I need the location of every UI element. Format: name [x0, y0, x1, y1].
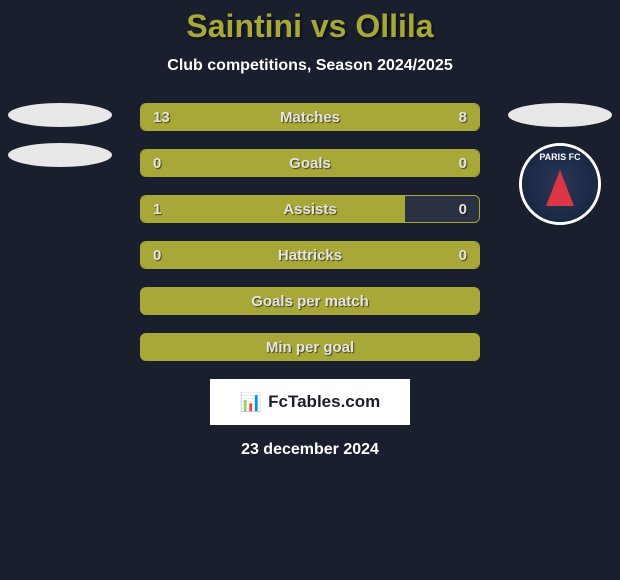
left-badge-1: [8, 103, 112, 127]
stat-row: 1 0 Assists: [140, 195, 480, 223]
stat-value-right: 0: [459, 155, 467, 172]
stat-value-left: 1: [153, 201, 161, 218]
stat-value-left: 13: [153, 109, 170, 126]
stat-row: 0 0 Goals: [140, 149, 480, 177]
page-title: Saintini vs Ollila: [186, 8, 433, 45]
stat-label: Matches: [280, 109, 340, 126]
left-badge-2: [8, 143, 112, 167]
watermark: 📊 FcTables.com: [210, 379, 410, 425]
stat-row: 13 8 Matches: [140, 103, 480, 131]
main-container: Saintini vs Ollila Club competitions, Se…: [0, 0, 620, 580]
stats-area: PARIS FC 13 8 Matches 0 0 Goals 1 0 Assists 0 0 Hat…: [0, 103, 620, 361]
stat-fill-right: [310, 150, 479, 176]
watermark-text: FcTables.com: [268, 392, 380, 412]
stat-label: Hattricks: [278, 247, 342, 264]
stat-fill-left: [141, 196, 405, 222]
stat-label: Goals per match: [251, 293, 369, 310]
right-club-badge: PARIS FC: [519, 143, 601, 225]
stat-label: Assists: [283, 201, 336, 218]
badge-text: PARIS FC: [539, 152, 580, 162]
left-badges: [8, 103, 112, 167]
stat-empty: [405, 196, 479, 222]
stat-value-right: 0: [459, 247, 467, 264]
stat-row: 0 0 Hattricks: [140, 241, 480, 269]
stat-value-left: 0: [153, 247, 161, 264]
badge-inner: PARIS FC: [522, 146, 598, 222]
right-badges: PARIS FC: [508, 103, 612, 225]
stat-label: Goals: [289, 155, 331, 172]
stat-label: Min per goal: [266, 339, 354, 356]
stat-fill-left: [141, 150, 310, 176]
stat-value-right: 8: [459, 109, 467, 126]
stats-rows: 13 8 Matches 0 0 Goals 1 0 Assists 0 0 Hattricks Goa…: [140, 103, 480, 361]
stat-value-right: 0: [459, 201, 467, 218]
page-subtitle: Club competitions, Season 2024/2025: [167, 57, 452, 75]
stat-row: Min per goal: [140, 333, 480, 361]
right-badge-1: [508, 103, 612, 127]
chart-icon: 📊: [240, 392, 262, 413]
eiffel-tower-icon: [546, 170, 574, 206]
date-text: 23 december 2024: [241, 441, 379, 459]
stat-row: Goals per match: [140, 287, 480, 315]
stat-value-left: 0: [153, 155, 161, 172]
